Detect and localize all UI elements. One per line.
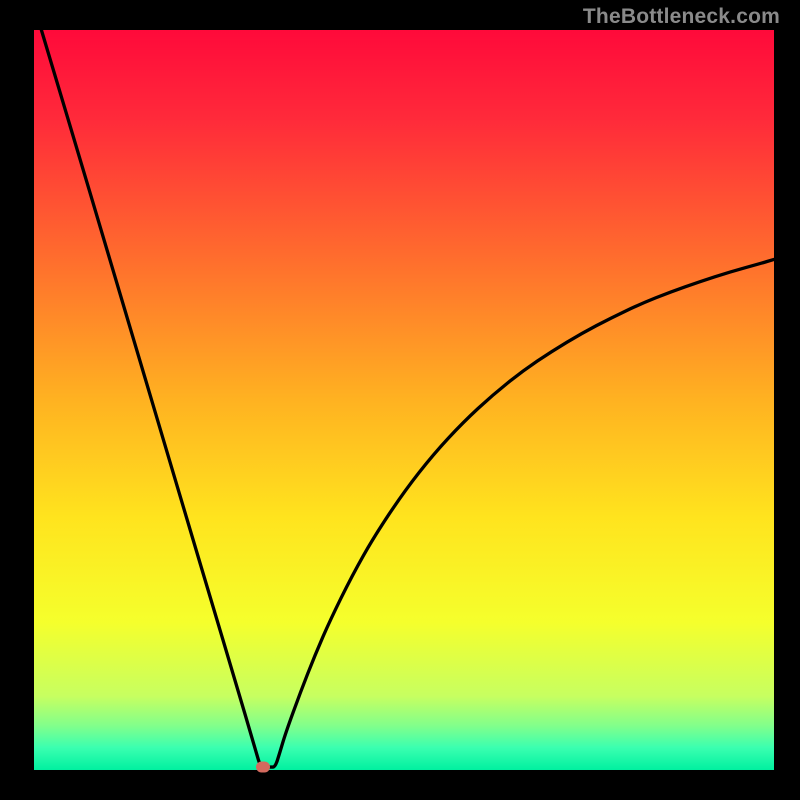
optimal-point-marker [256,761,270,772]
chart-wrapper: TheBottleneck.com [0,0,800,800]
plot-area [34,30,774,770]
watermark-text: TheBottleneck.com [583,5,780,29]
bottleneck-curve [34,30,774,770]
